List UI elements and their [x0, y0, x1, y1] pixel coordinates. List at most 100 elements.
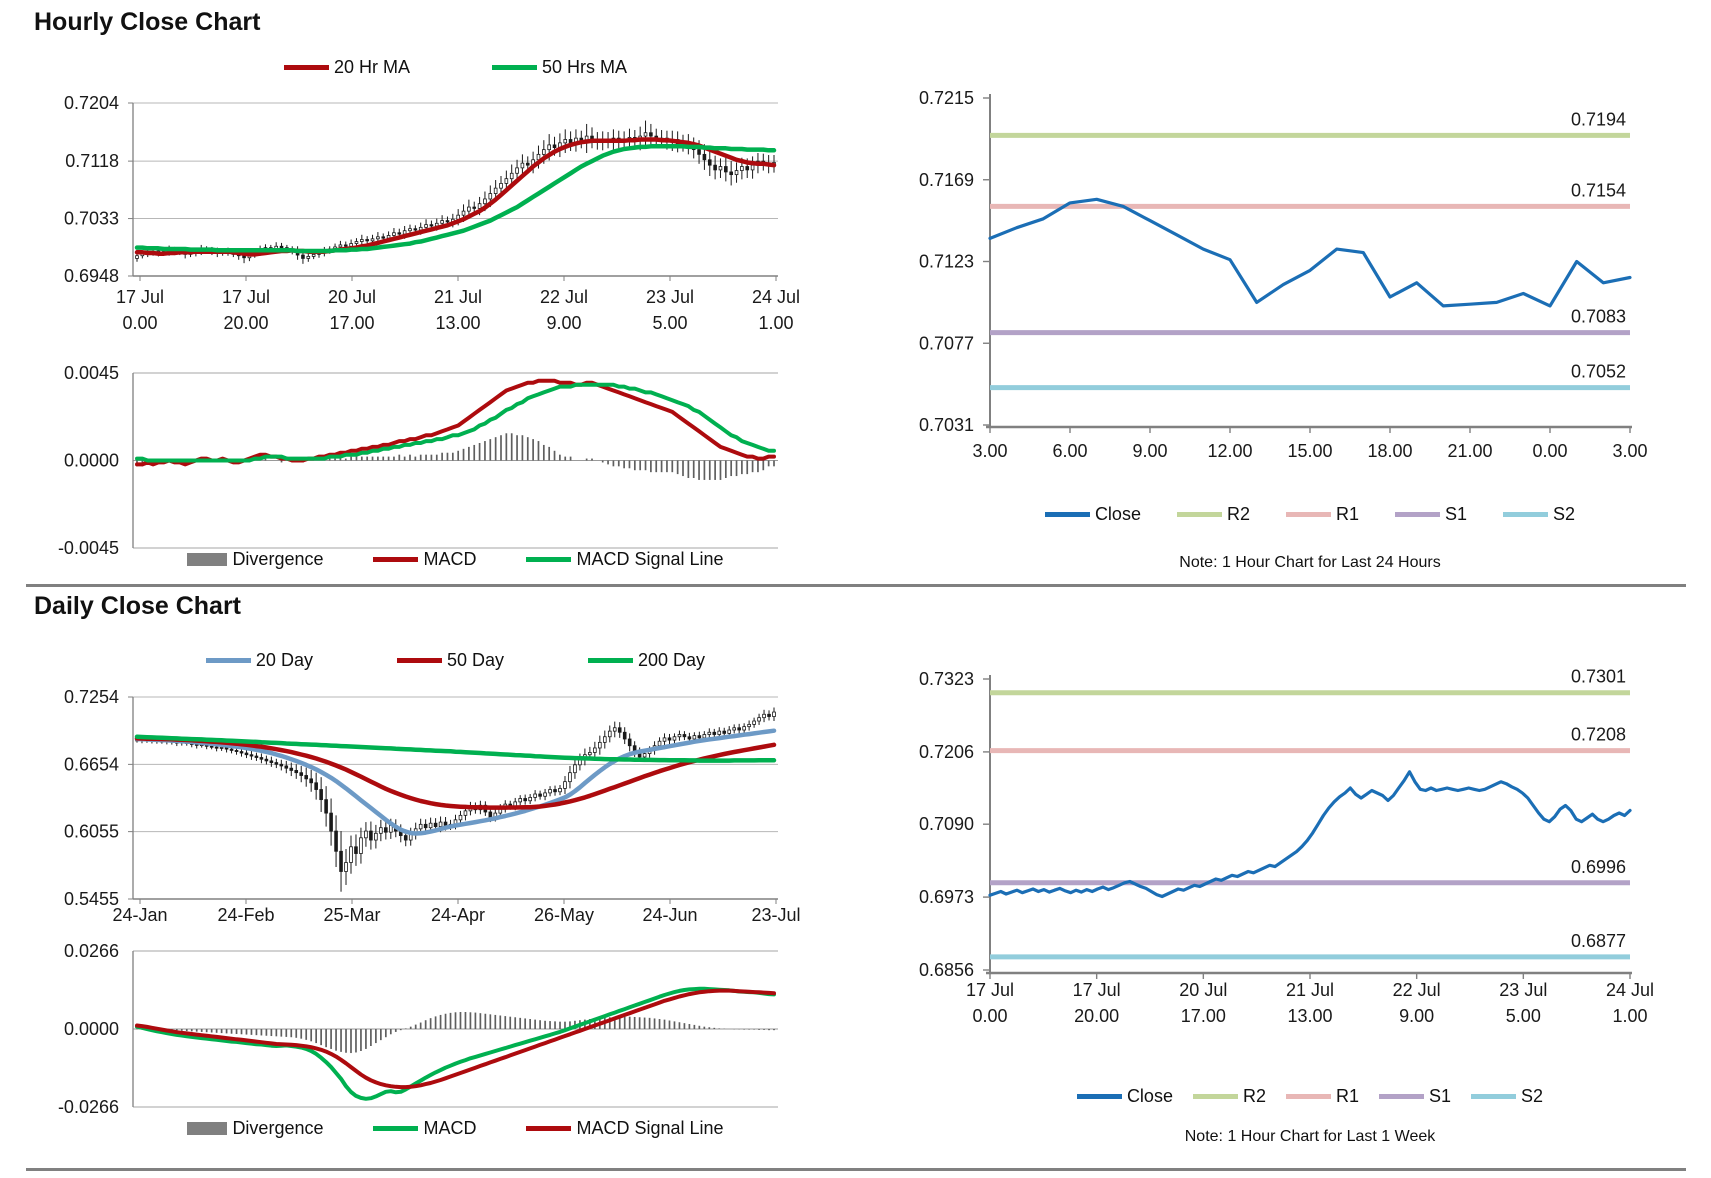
candle-body — [552, 144, 557, 149]
legend-item: 200 Day — [588, 650, 705, 671]
x-tick-label: 3.00 — [1612, 441, 1647, 461]
candle-body — [423, 823, 428, 829]
candle-body — [627, 738, 632, 747]
y-tick-label: 0.7123 — [919, 252, 974, 272]
x-tick-label: 23-Jul — [751, 905, 800, 925]
legend-item: Close — [1076, 1086, 1173, 1107]
line-swatch-icon — [1395, 512, 1440, 517]
candle-body — [374, 832, 378, 841]
x-tick-time: 13.00 — [1287, 1006, 1332, 1026]
daily-section-title: Daily Close Chart — [34, 592, 242, 620]
y-tick-label: 0.7031 — [919, 415, 974, 435]
candle-body — [314, 782, 318, 790]
line-swatch-icon — [205, 658, 251, 663]
candle-body — [734, 170, 739, 176]
level-label-r2: 0.7301 — [1571, 667, 1626, 687]
candle-body — [306, 256, 311, 259]
y-tick-label: 0.7118 — [65, 151, 119, 171]
candle-body — [424, 224, 428, 228]
candle-body — [727, 729, 732, 734]
candle-body — [370, 238, 375, 242]
candle-body — [379, 827, 383, 834]
candle-body — [568, 772, 572, 783]
candle-body — [369, 830, 373, 841]
legend-label: R1 — [1335, 504, 1359, 524]
candle-body — [443, 821, 448, 826]
legend-item: MACD Signal Line — [526, 1118, 724, 1139]
legend-item: S2 — [1471, 1086, 1543, 1107]
daily-sr-legend: Close R2 R1 S1 S2 — [990, 1086, 1630, 1107]
candle-body — [284, 765, 289, 769]
legend-item: 20 Day — [205, 650, 313, 671]
candle-body — [525, 162, 530, 166]
candle-body — [588, 752, 592, 756]
y-tick-label: 0.0266 — [64, 941, 119, 961]
hourly-macd-legend: Divergence MACD MACD Signal Line — [133, 549, 778, 570]
x-tick-label: 21.00 — [1447, 441, 1492, 461]
legend-label: 20 Day — [255, 650, 313, 670]
line-swatch-icon — [1285, 512, 1331, 517]
hourly-sr-legend: Close R2 R1 S1 S2 — [990, 504, 1630, 525]
level-label-s2: 0.7052 — [1571, 362, 1626, 382]
candle-body — [301, 254, 305, 259]
candle-body — [617, 727, 622, 733]
x-tick-date: 23 Jul — [1499, 980, 1547, 1000]
y-tick-label: 0.7033 — [64, 209, 119, 229]
x-tick-time: 0.00 — [122, 313, 157, 333]
bar-swatch-icon — [187, 553, 228, 566]
candle-body — [518, 798, 522, 803]
hourly_macd-chart: 0.0045 0.0000 -0.0045 — [58, 363, 778, 558]
candle-body — [429, 224, 434, 227]
candle-body — [598, 741, 602, 749]
candle-body — [745, 166, 750, 171]
candle-body — [713, 164, 717, 171]
close-line — [988, 197, 1632, 308]
candle-body — [767, 713, 771, 717]
level-label-r1: 0.7154 — [1571, 180, 1626, 200]
candle-body — [523, 798, 527, 802]
legend-item: 50 Hrs MA — [492, 57, 627, 78]
candle-body — [649, 132, 653, 137]
candle-body — [311, 253, 316, 257]
candle-body — [722, 730, 727, 734]
legend-item: MACD — [373, 1118, 476, 1139]
candle-body — [428, 822, 433, 829]
x-tick-date: 17 Jul — [222, 287, 270, 307]
candle-body — [344, 862, 348, 872]
candle-body — [413, 228, 418, 231]
candle-body — [445, 220, 450, 223]
level-label-s2: 0.6877 — [1571, 931, 1626, 951]
legend-label: S1 — [1445, 504, 1468, 524]
x-tick-label: 15.00 — [1287, 441, 1332, 461]
x-tick-date: 24 Jul — [752, 287, 800, 307]
candle-body — [687, 736, 692, 740]
candle-body — [279, 245, 284, 249]
candle-body — [463, 810, 468, 816]
candle-body — [488, 193, 493, 200]
line-swatch-icon — [1503, 512, 1549, 517]
ma-line-50-hrs-ma — [134, 144, 777, 254]
y-tick-label: 0.7254 — [64, 687, 119, 707]
candle-body — [458, 814, 463, 821]
candle-body — [667, 737, 672, 741]
legend-item: 20 Hr MA — [283, 57, 410, 78]
legend-label: S2 — [1521, 1086, 1544, 1106]
signal-line — [135, 382, 776, 463]
level-label-r1: 0.7208 — [1571, 725, 1626, 745]
candle-body — [657, 740, 662, 747]
candle-body — [717, 730, 722, 735]
line-swatch-icon — [1044, 512, 1090, 517]
candle-body — [349, 846, 353, 863]
x-tick-label: 0.00 — [1532, 441, 1567, 461]
candle-body — [622, 731, 627, 740]
legend-item: 50 Day — [396, 650, 504, 671]
candle-body — [289, 767, 294, 771]
x-tick-label: 25-Mar — [323, 905, 380, 925]
candle-body — [542, 149, 546, 155]
candle-body — [643, 132, 648, 137]
candle-body — [209, 745, 214, 748]
candle-body — [488, 811, 493, 818]
candle-body — [483, 198, 487, 205]
x-tick-date: 21 Jul — [434, 287, 482, 307]
